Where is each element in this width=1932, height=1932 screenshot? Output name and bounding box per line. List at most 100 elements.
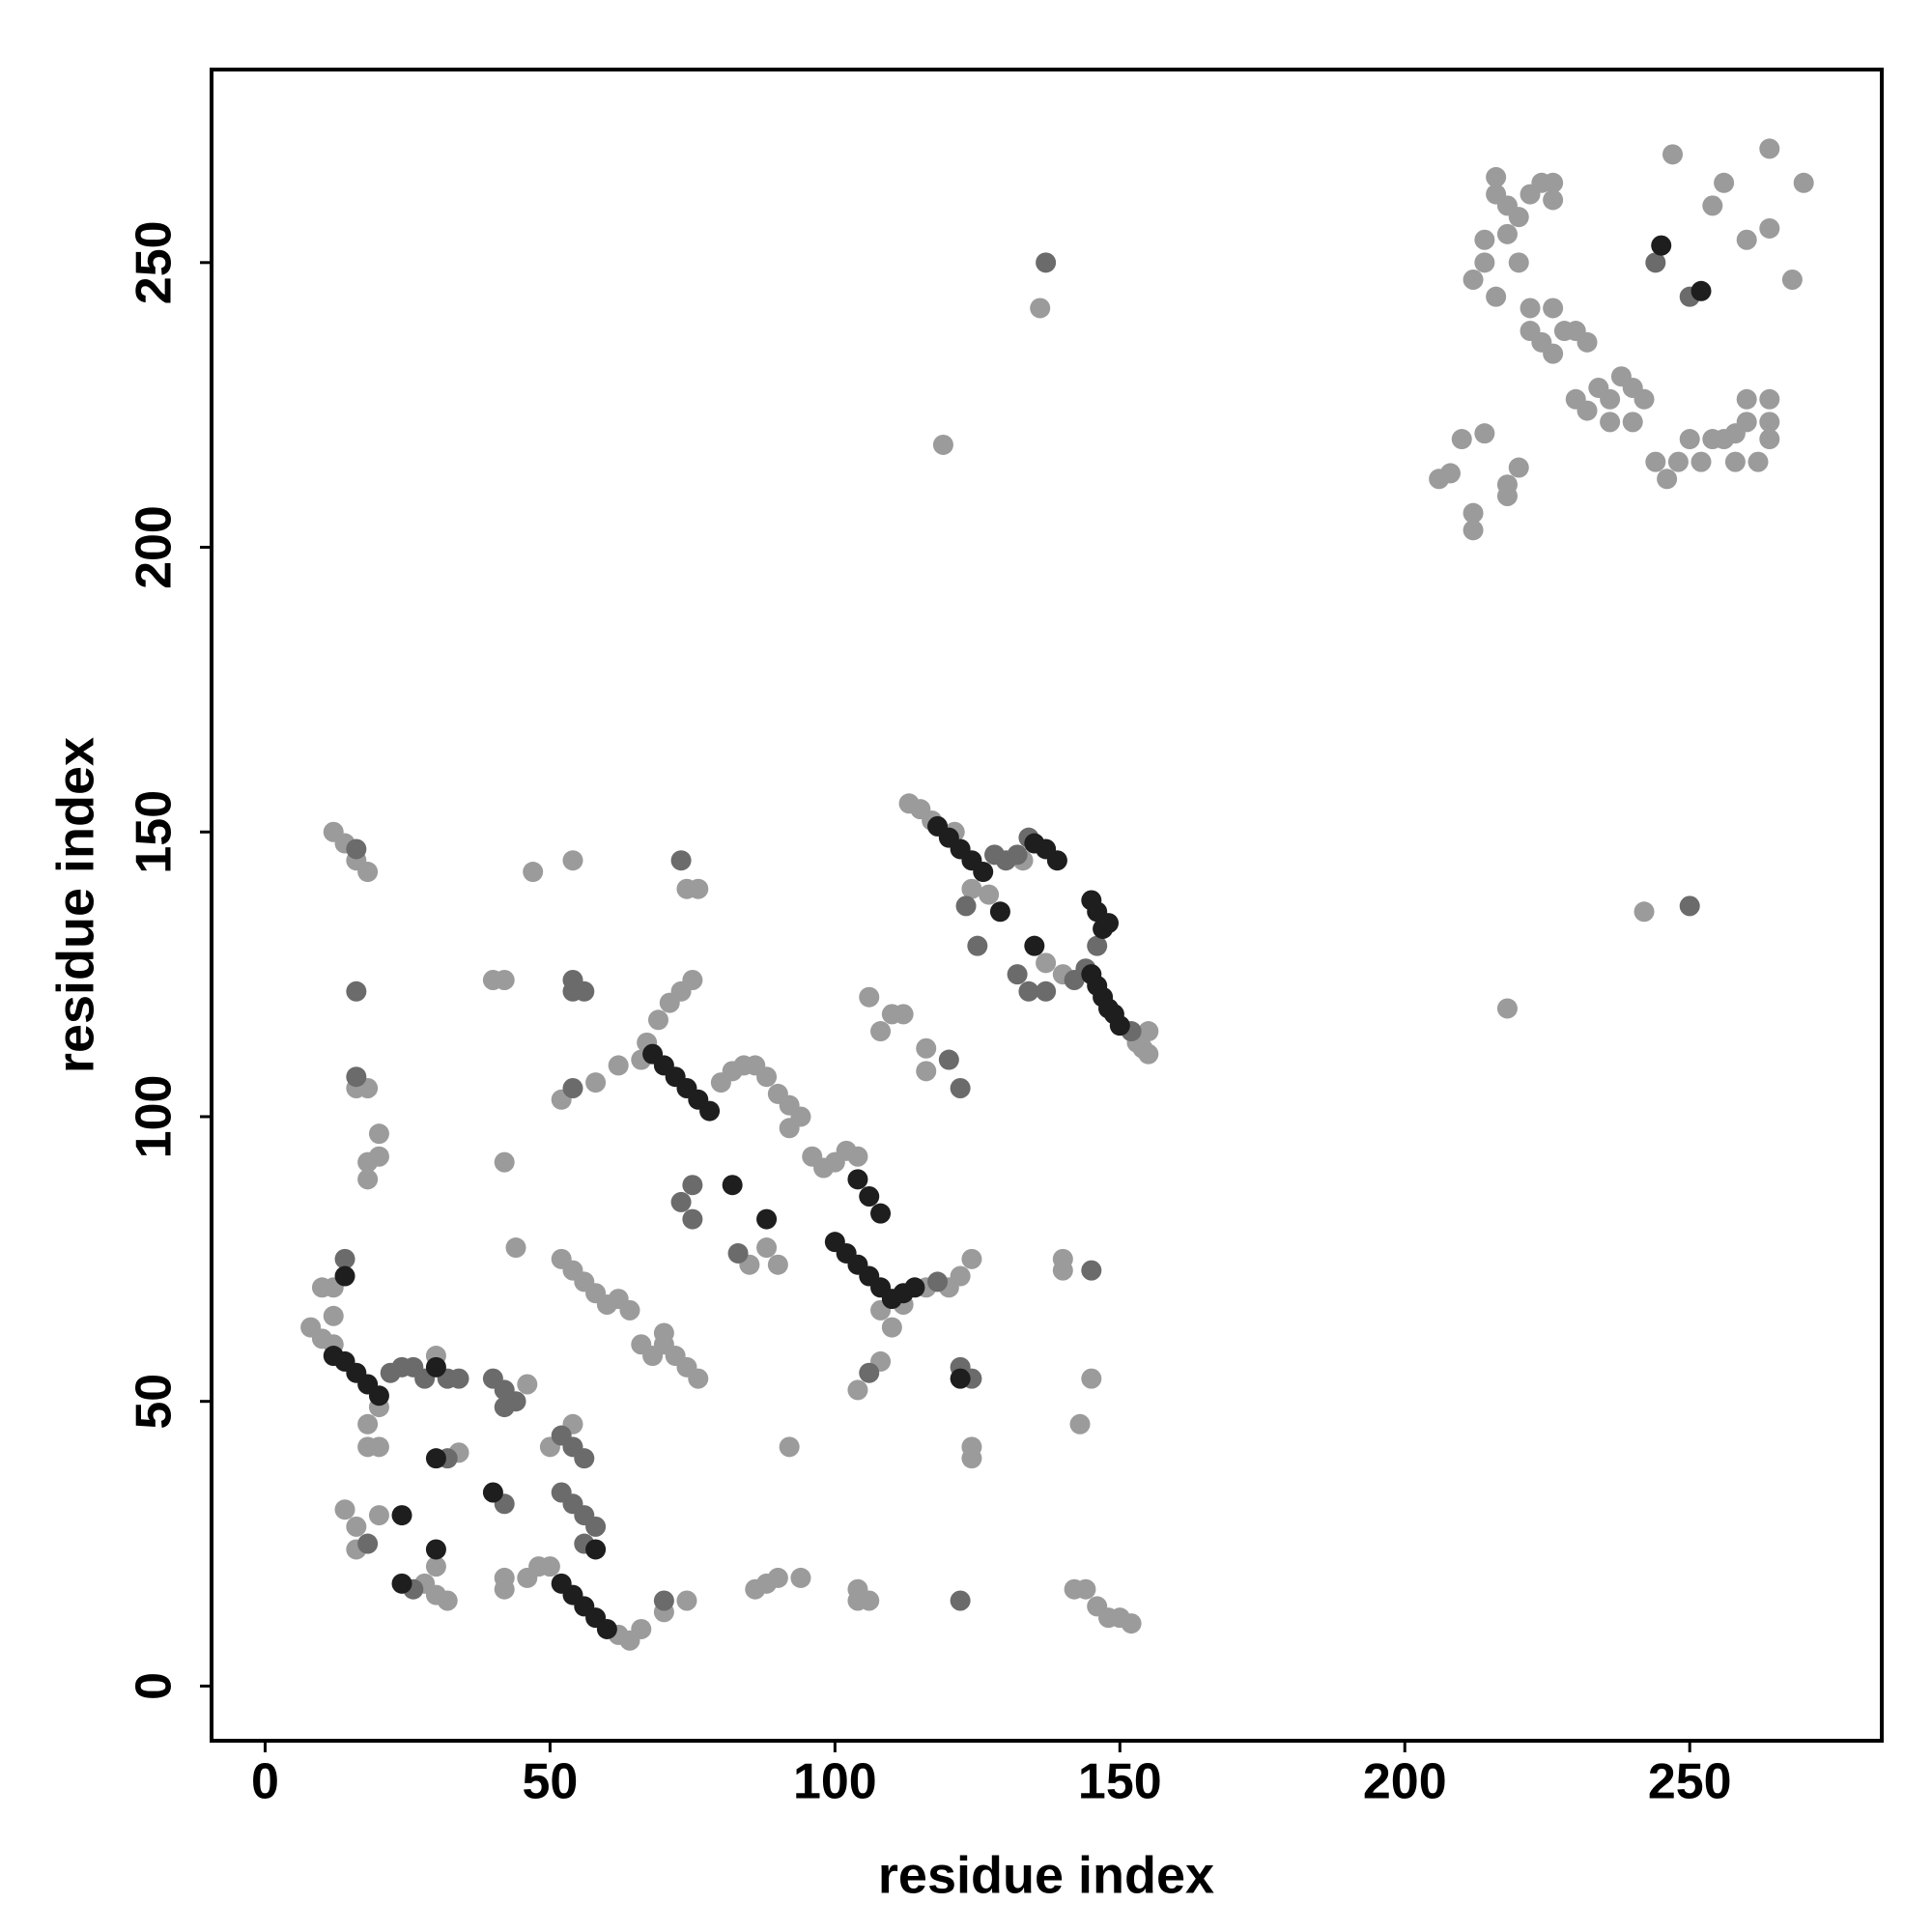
point (523, 862, 544, 883)
point (494, 1397, 515, 1418)
point (870, 1203, 892, 1224)
point (1451, 429, 1472, 450)
point (357, 1533, 379, 1554)
point (682, 970, 703, 991)
point (1132, 1037, 1153, 1059)
point (688, 1368, 709, 1389)
point (1634, 388, 1655, 410)
point (722, 1175, 743, 1196)
point (950, 1590, 971, 1611)
point (1109, 1015, 1130, 1037)
point (1662, 144, 1684, 165)
x-tick-label: 150 (1078, 1754, 1162, 1810)
point (517, 1374, 538, 1395)
point (979, 884, 1000, 905)
point (346, 1066, 367, 1088)
point (870, 1021, 892, 1042)
point (961, 1248, 982, 1269)
point (1781, 270, 1803, 291)
point (391, 1573, 412, 1594)
point (425, 1556, 446, 1577)
x-tick-label: 200 (1363, 1754, 1447, 1810)
point (505, 1237, 526, 1259)
y-axis-label: residue index (46, 737, 104, 1073)
point (368, 1123, 389, 1145)
point (1724, 451, 1746, 472)
point (676, 1590, 697, 1611)
point (494, 970, 515, 991)
point (574, 1448, 595, 1469)
point (1759, 138, 1780, 159)
point (916, 1061, 937, 1082)
point (1736, 412, 1757, 433)
point (932, 434, 953, 455)
point (368, 1385, 389, 1406)
point (425, 1356, 446, 1378)
point (1736, 388, 1757, 410)
point (1793, 172, 1814, 193)
point (1007, 964, 1028, 985)
y-tick-label: 100 (127, 1075, 183, 1159)
point (1030, 298, 1051, 319)
point (950, 1368, 971, 1389)
x-tick-label: 250 (1648, 1754, 1732, 1810)
point (756, 1066, 778, 1088)
point (756, 1208, 778, 1230)
point (1759, 412, 1780, 433)
point (859, 1362, 880, 1383)
point (1679, 429, 1700, 450)
point (425, 1539, 446, 1560)
point (1651, 235, 1672, 256)
point (1046, 850, 1067, 871)
point (334, 1248, 355, 1269)
point (1069, 1413, 1091, 1435)
point (950, 1078, 971, 1099)
point (1474, 423, 1495, 444)
point (619, 1299, 640, 1321)
point (585, 1516, 607, 1537)
point (346, 1516, 367, 1537)
point (1463, 520, 1484, 541)
point (562, 850, 583, 871)
point (779, 1436, 800, 1458)
point (1496, 223, 1518, 244)
point (1679, 895, 1700, 917)
point (1645, 252, 1666, 273)
point (1463, 270, 1484, 291)
point (1577, 400, 1598, 421)
point (1759, 388, 1780, 410)
point (1645, 451, 1666, 472)
point (699, 1100, 721, 1122)
point (1007, 844, 1028, 866)
point (847, 1146, 868, 1167)
point (859, 986, 880, 1008)
point (1690, 451, 1712, 472)
point (1577, 331, 1598, 353)
point (585, 1072, 607, 1094)
point (1087, 935, 1108, 956)
y-tick-label: 50 (127, 1374, 183, 1430)
point (585, 1539, 607, 1560)
point (1600, 388, 1621, 410)
point (1036, 252, 1057, 273)
point (950, 1265, 971, 1287)
point (938, 1049, 959, 1070)
point (494, 1578, 515, 1600)
point (346, 838, 367, 860)
point (688, 878, 709, 899)
point (1036, 952, 1057, 974)
point (1121, 1613, 1142, 1634)
point (562, 980, 583, 1002)
x-axis-label: residue index (878, 1846, 1214, 1904)
point (989, 901, 1010, 923)
point (1463, 502, 1484, 524)
point (647, 1009, 668, 1031)
point (1747, 451, 1769, 472)
point (1496, 485, 1518, 506)
point (1543, 343, 1564, 364)
point (346, 980, 367, 1002)
point (767, 1567, 788, 1588)
point (847, 1169, 868, 1190)
point (391, 1505, 412, 1526)
